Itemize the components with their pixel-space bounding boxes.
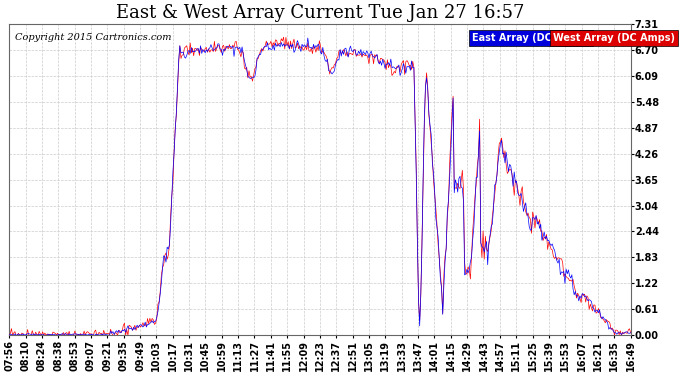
Title: East & West Array Current Tue Jan 27 16:57: East & West Array Current Tue Jan 27 16:…: [116, 4, 524, 22]
Text: East Array (DC Amps): East Array (DC Amps): [472, 33, 591, 43]
Text: West Array (DC Amps): West Array (DC Amps): [553, 33, 675, 43]
Text: Copyright 2015 Cartronics.com: Copyright 2015 Cartronics.com: [15, 33, 172, 42]
